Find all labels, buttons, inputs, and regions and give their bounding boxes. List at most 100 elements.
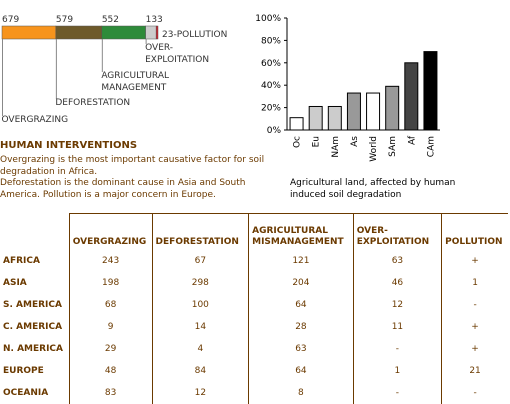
bar bbox=[346, 92, 361, 131]
column-header: OVERGRAZING bbox=[68, 213, 153, 250]
segment-label: DEFORESTATION bbox=[55, 98, 131, 108]
segment-label: OVERGRAZING bbox=[1, 115, 69, 125]
value-label: 133 bbox=[146, 15, 163, 25]
table-cell: 83 bbox=[68, 382, 153, 404]
y-tick-label: 0% bbox=[267, 126, 282, 136]
row-header: ASIA bbox=[3, 278, 27, 288]
column-header: POLLUTION bbox=[441, 213, 508, 250]
table-cell: - bbox=[352, 338, 442, 360]
y-tick-label: 40% bbox=[261, 81, 281, 91]
table-cell: 121 bbox=[248, 250, 354, 272]
table-cell: 12 bbox=[151, 382, 249, 404]
y-tick-label: 60% bbox=[261, 59, 281, 69]
table-cell: 68 bbox=[68, 294, 153, 316]
value-label: 579 bbox=[56, 15, 73, 25]
table-cell: 64 bbox=[248, 360, 354, 382]
header-row: OVERGRAZING DEFORESTATION AGRICULTURAL MIS… bbox=[0, 213, 508, 251]
table-cell: 64 bbox=[248, 294, 354, 316]
x-tick-label: World bbox=[369, 136, 379, 162]
table-cell: 1 bbox=[441, 272, 508, 294]
table-row: EUROPE 48 84 64 1 21 bbox=[0, 360, 508, 382]
table-row: AFRICA 243 67 121 63 + bbox=[0, 250, 508, 272]
paragraph: Overgrazing is the most important causat… bbox=[0, 155, 275, 201]
table-row: ASIA 198 298 204 46 1 bbox=[0, 272, 508, 294]
table-cell: + bbox=[441, 250, 508, 272]
table-cell: 298 bbox=[151, 272, 249, 294]
paragraph-line: Overgrazing is the most important causat… bbox=[0, 155, 265, 177]
charts: 679 579 552 133 0% 20% 40% 60% 80% 100% Oc Eu NAm As W… bbox=[1, 14, 440, 162]
table-cell: 63 bbox=[352, 250, 442, 272]
table-cell: 4 bbox=[151, 338, 249, 360]
column-header: AGRICULTURAL MISMANAGEMENT bbox=[248, 213, 354, 250]
table-row: OCEANIA 83 12 8- - bbox=[0, 382, 508, 404]
y-tick-label: 100% bbox=[255, 14, 281, 24]
table-cell: 67 bbox=[151, 250, 249, 272]
value-label: 679 bbox=[2, 15, 19, 25]
table-cell: + bbox=[441, 316, 508, 338]
value-label: 552 bbox=[102, 15, 119, 25]
bar-segment bbox=[145, 25, 157, 40]
bar bbox=[385, 85, 400, 131]
table-cell: 63 bbox=[248, 338, 354, 360]
bar bbox=[366, 92, 381, 131]
x-tick-label: Oc bbox=[293, 136, 303, 148]
table-cell: 46 bbox=[352, 272, 442, 294]
column-header: DEFORESTATION bbox=[151, 213, 249, 250]
x-tick-label: CAm bbox=[426, 136, 436, 157]
table-cell: - bbox=[441, 294, 508, 316]
chart-caption: Agricultural land, affected by human ind… bbox=[290, 178, 456, 200]
table-cell: 12 bbox=[352, 294, 442, 316]
table-cell: 1 bbox=[352, 360, 442, 382]
corner-cell bbox=[0, 214, 69, 251]
bar-segment bbox=[155, 25, 159, 40]
table-cell: 243 bbox=[68, 250, 153, 272]
row-header: AFRICA bbox=[3, 256, 40, 266]
row-header: OCEANIA bbox=[3, 388, 49, 398]
table-cell: 21 bbox=[441, 360, 508, 382]
table-cell: 48 bbox=[68, 360, 153, 382]
table-cell: 14 bbox=[151, 316, 249, 338]
y-tick-label: 80% bbox=[261, 36, 281, 46]
row-header: S. AMERICA bbox=[3, 300, 62, 310]
x-tick-label: As bbox=[350, 136, 360, 147]
table-cell: + bbox=[441, 338, 508, 360]
table-cell: 28 bbox=[248, 316, 354, 338]
bar bbox=[289, 117, 304, 131]
heading: HUMAN INTERVENTIONS bbox=[0, 140, 138, 151]
bar bbox=[423, 51, 438, 131]
bar-segment bbox=[101, 25, 146, 40]
x-tick-label: Eu bbox=[312, 136, 322, 147]
row-header: C. AMERICA bbox=[3, 322, 63, 332]
data-table: OVERGRAZING DEFORESTATION AGRICULTURAL MIS… bbox=[0, 213, 508, 404]
table-cell: - bbox=[441, 382, 508, 404]
table-row: C. AMERICA 9 14 28 11 + bbox=[0, 316, 508, 338]
bar-segment bbox=[1, 25, 57, 40]
table-cell: 9 bbox=[68, 316, 153, 338]
y-tick-label: 20% bbox=[261, 104, 281, 114]
segment-label: OVER-EXPLOITATION bbox=[145, 43, 210, 65]
bar bbox=[404, 62, 419, 131]
bar-segment bbox=[55, 25, 103, 40]
table-cell: 11 bbox=[352, 316, 442, 338]
x-tick-label: Af bbox=[407, 135, 417, 145]
table-row: N. AMERICA 29 4 63- + bbox=[0, 338, 508, 360]
table-cell: 198 bbox=[68, 272, 153, 294]
table-cell: 204 bbox=[248, 272, 354, 294]
segment-label: 23-POLLUTION bbox=[162, 30, 228, 40]
table-cell: 8 bbox=[248, 382, 354, 404]
segment-label: AGRICULTURAL MANAGEMENT bbox=[101, 71, 169, 93]
x-tick-label: NAm bbox=[331, 136, 341, 158]
x-tick-label: SAm bbox=[388, 136, 398, 157]
table-cell: - bbox=[352, 382, 442, 404]
row-header: EUROPE bbox=[3, 366, 44, 376]
row-header: N. AMERICA bbox=[3, 344, 64, 354]
table-cell: 100 bbox=[151, 294, 249, 316]
table-cell: 29 bbox=[68, 338, 153, 360]
column-header: OVER-EXPLOITATION bbox=[352, 213, 442, 250]
bar bbox=[327, 105, 342, 131]
table-row: S. AMERICA 68 100 64 12- bbox=[0, 294, 508, 316]
table-cell: 84 bbox=[151, 360, 249, 382]
paragraph-line: Deforestation is the dominant cause in A… bbox=[0, 178, 246, 200]
bar bbox=[308, 105, 323, 131]
